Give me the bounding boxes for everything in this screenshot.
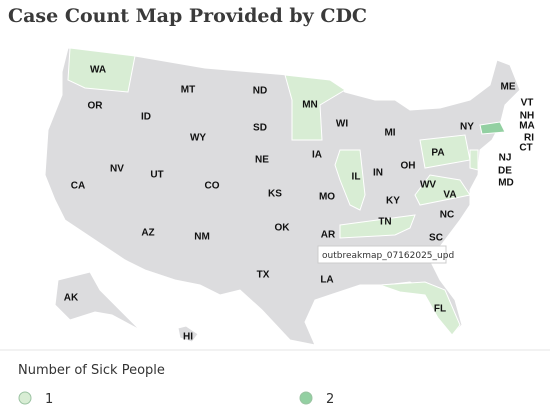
state-label: WV: [420, 180, 436, 191]
state-label: DE: [498, 166, 512, 177]
legend-swatch: [299, 391, 313, 405]
state-label: SD: [253, 123, 267, 134]
state-label: ID: [141, 112, 151, 123]
state-label: TX: [257, 270, 270, 281]
state-label: WY: [190, 133, 206, 144]
state-label: MN: [302, 100, 318, 111]
legend-title: Number of Sick People: [18, 363, 165, 378]
state-label: OR: [88, 101, 104, 112]
state-label: MA: [519, 121, 535, 132]
state-label: KY: [386, 196, 400, 207]
state-shape: [339, 214, 416, 239]
state-shape: [414, 174, 471, 206]
title: Case Count Map Provided by CDC: [8, 5, 367, 27]
state-label: NC: [440, 210, 454, 221]
state-label: NE: [255, 155, 269, 166]
state-label: FL: [434, 304, 446, 315]
state-label: MT: [181, 85, 195, 96]
state-label: NY: [460, 122, 474, 133]
tooltip-box: [317, 245, 447, 264]
state-label: SC: [429, 233, 443, 244]
state-label: CT: [519, 143, 532, 154]
state-label: CO: [205, 181, 220, 192]
state-label: IL: [352, 172, 361, 183]
state-label: MI: [384, 128, 395, 139]
state-shape: [334, 149, 366, 211]
state-label: TN: [378, 217, 391, 228]
state-label: IN: [373, 168, 383, 179]
state-label: UT: [150, 170, 163, 181]
us-outline: [44, 47, 521, 346]
state-shape: [469, 149, 479, 171]
state-shape: [67, 47, 136, 93]
state-label: LA: [320, 275, 333, 286]
state-label: ND: [253, 86, 267, 97]
state-shape: [284, 74, 346, 141]
state-label: AK: [64, 293, 79, 304]
state-label: MO: [319, 192, 335, 203]
legend-label: 1: [45, 392, 53, 407]
state-label: PA: [431, 148, 444, 159]
state-label: IA: [312, 150, 322, 161]
state-label: NH: [520, 111, 534, 122]
state-label: OH: [401, 161, 416, 172]
state-label: WI: [336, 119, 348, 130]
state-label: WA: [90, 65, 106, 76]
hawaii: [177, 325, 199, 343]
state-label: NM: [194, 232, 210, 243]
legend-swatch: [18, 391, 32, 405]
state-label: RI: [524, 133, 534, 144]
state-label: MD: [498, 178, 514, 189]
state-shape: [479, 121, 506, 135]
tooltip: outbreakmap_07162025_upd: [322, 251, 454, 261]
state-label: VT: [521, 98, 534, 109]
state-label: NJ: [499, 153, 512, 164]
state-label: VA: [443, 190, 456, 201]
state-label: OK: [275, 223, 291, 234]
state-label: ME: [501, 82, 516, 93]
alaska: [54, 271, 141, 331]
state-label: NV: [110, 164, 124, 175]
state-label: AR: [321, 230, 336, 241]
state-label: CA: [71, 181, 85, 192]
legend-label: 2: [326, 392, 334, 407]
state-label: HI: [183, 332, 193, 343]
state-label: KS: [268, 189, 282, 200]
state-label: AZ: [141, 228, 154, 239]
us-map: [44, 47, 521, 346]
state-shape: [379, 281, 461, 336]
